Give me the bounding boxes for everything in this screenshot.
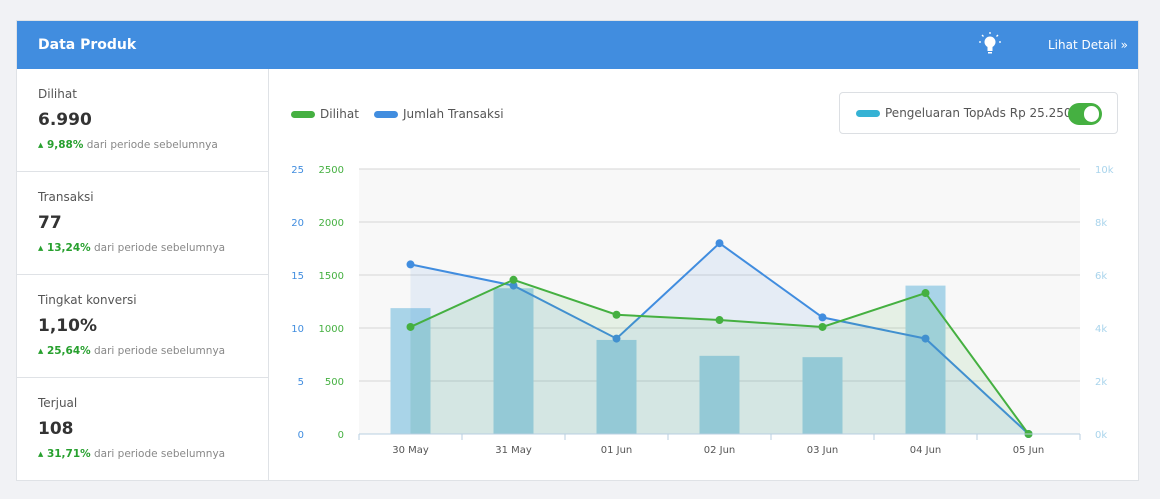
bar-topads <box>596 339 637 434</box>
topads-label: Pengeluaran TopAds Rp 25.250 <box>885 106 1072 120</box>
bar-topads <box>905 285 946 434</box>
y-tick-dilihat: 1000 <box>319 324 344 335</box>
y-tick-dilihat: 0 <box>338 430 344 441</box>
point-dilihat <box>509 275 518 284</box>
y-tick-dilihat: 500 <box>325 377 344 388</box>
change-suffix: dari periode sebelumnya <box>94 242 226 254</box>
point-dilihat <box>715 316 724 325</box>
y-tick-topads: 10k <box>1095 165 1114 176</box>
change-percent: 9,88% <box>46 139 84 151</box>
point-dilihat <box>612 310 621 319</box>
x-tick-label: 01 Jun <box>601 445 633 456</box>
point-transaksi <box>406 260 415 269</box>
change-percent: 25,64% <box>46 345 91 357</box>
x-tick-label: 03 Jun <box>807 445 839 456</box>
arrow-up-icon: ▴ <box>38 345 47 357</box>
stat-label: Terjual <box>38 396 78 410</box>
y-tick-dilihat: 2500 <box>319 165 344 176</box>
stat-transaksi: Transaksi 77 ▴ 13,24% dari periode sebel… <box>17 172 268 275</box>
change-percent: 13,24% <box>46 242 91 254</box>
stat-change: ▴ 13,24% dari periode sebelumnya <box>38 242 268 254</box>
point-dilihat <box>921 289 930 298</box>
stat-label: Transaksi <box>38 190 94 204</box>
data-produk-card: Data Produk Lihat Detail » Dilihat 6.990… <box>16 20 1139 481</box>
point-transaksi <box>921 334 930 343</box>
bar-topads <box>493 288 534 434</box>
arrow-up-icon: ▴ <box>38 139 47 151</box>
change-percent: 31,71% <box>46 448 91 460</box>
point-dilihat <box>1024 430 1033 438</box>
stat-value: 77 <box>38 213 62 233</box>
topads-toggle[interactable] <box>1068 103 1102 125</box>
legend-swatch <box>291 110 315 118</box>
stat-dilihat: Dilihat 6.990 ▴ 9,88% dari periode sebel… <box>17 69 268 172</box>
lihat-detail-link[interactable]: Lihat Detail » <box>1048 38 1129 52</box>
area-dilihat <box>410 279 1029 434</box>
y-tick-transaksi: 20 <box>291 218 304 229</box>
lightbulb-icon[interactable] <box>977 31 1003 57</box>
change-suffix: dari periode sebelumnya <box>86 139 218 151</box>
stat-terjual: Terjual 108 ▴ 31,71% dari periode sebelu… <box>17 378 268 481</box>
point-transaksi <box>818 313 827 322</box>
stat-value: 6.990 <box>38 110 92 130</box>
card-header: Data Produk Lihat Detail » <box>17 21 1138 69</box>
legend-label: Dilihat <box>320 107 359 121</box>
change-suffix: dari periode sebelumnya <box>94 345 226 357</box>
stat-konversi: Tingkat konversi 1,10% ▴ 25,64% dari per… <box>17 275 268 378</box>
card-title: Data Produk <box>38 37 137 53</box>
legend-dilihat[interactable]: Dilihat <box>291 107 359 121</box>
topads-panel: Pengeluaran TopAds Rp 25.250 <box>839 92 1118 134</box>
x-tick-label: 30 May <box>392 445 429 456</box>
stats-sidebar: Dilihat 6.990 ▴ 9,88% dari periode sebel… <box>17 69 269 480</box>
point-transaksi <box>1024 430 1033 438</box>
y-tick-topads: 6k <box>1095 271 1107 282</box>
bar-topads <box>802 357 843 434</box>
area-transaksi <box>410 243 1029 434</box>
y-tick-topads: 2k <box>1095 377 1107 388</box>
legend-swatch <box>856 109 880 117</box>
x-tick-label: 31 May <box>495 445 532 456</box>
stat-change: ▴ 31,71% dari periode sebelumnya <box>38 448 268 460</box>
y-tick-transaksi: 0 <box>298 430 304 441</box>
y-tick-transaksi: 10 <box>291 324 304 335</box>
point-transaksi <box>715 239 724 248</box>
stat-label: Tingkat konversi <box>38 293 137 307</box>
change-suffix: dari periode sebelumnya <box>94 448 226 460</box>
stat-label: Dilihat <box>38 87 77 101</box>
y-tick-transaksi: 5 <box>298 377 304 388</box>
y-tick-topads: 0k <box>1095 430 1107 441</box>
x-tick-label: 02 Jun <box>704 445 736 456</box>
toggle-knob <box>1084 106 1099 122</box>
point-transaksi <box>509 281 518 290</box>
stat-change: ▴ 25,64% dari periode sebelumnya <box>38 345 268 357</box>
x-tick-label: 05 Jun <box>1013 445 1045 456</box>
line-dilihat <box>410 278 1030 435</box>
point-dilihat <box>818 322 827 331</box>
y-tick-topads: 4k <box>1095 324 1107 335</box>
y-tick-topads: 8k <box>1095 218 1107 229</box>
x-tick-label: 04 Jun <box>910 445 942 456</box>
plot-background <box>359 169 1080 434</box>
stat-value: 108 <box>38 419 74 439</box>
y-tick-dilihat: 1500 <box>319 271 344 282</box>
bar-topads <box>699 355 740 434</box>
legend-transaksi[interactable]: Jumlah Transaksi <box>374 107 504 121</box>
y-tick-transaksi: 25 <box>291 165 304 176</box>
bar-topads <box>390 308 431 434</box>
point-transaksi <box>612 334 621 343</box>
stat-value: 1,10% <box>38 316 97 336</box>
arrow-up-icon: ▴ <box>38 448 47 460</box>
line-transaksi <box>410 241 1030 435</box>
arrow-up-icon: ▴ <box>38 242 47 254</box>
y-tick-transaksi: 15 <box>291 271 304 282</box>
point-dilihat <box>406 322 415 331</box>
legend-swatch <box>374 110 398 118</box>
stat-change: ▴ 9,88% dari periode sebelumnya <box>38 139 268 151</box>
y-tick-dilihat: 2000 <box>319 218 344 229</box>
legend-label: Jumlah Transaksi <box>403 107 504 121</box>
